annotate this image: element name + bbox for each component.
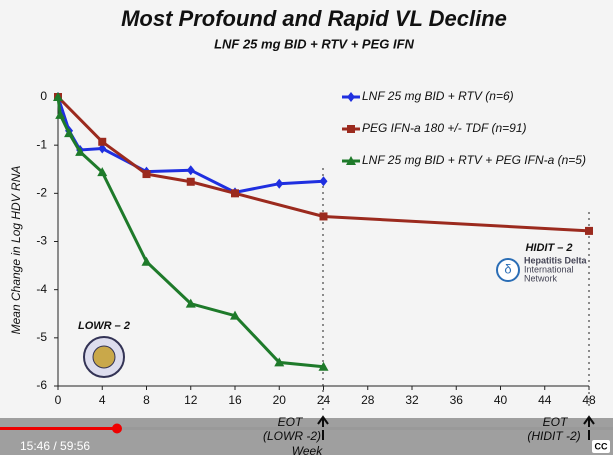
annotation: HIDIT – 2	[525, 242, 572, 254]
x-tick-label: 0	[55, 393, 62, 407]
x-tick-label: 44	[538, 393, 552, 407]
progress-handle[interactable]	[112, 423, 122, 434]
chart-subtitle: LNF 25 mg BID + RTV + PEG IFN	[214, 36, 414, 51]
logo-glyph: δ	[504, 261, 511, 276]
point	[230, 310, 240, 320]
annotation: (LOWR -2)	[263, 429, 321, 443]
point	[585, 226, 593, 235]
point	[319, 176, 328, 187]
x-tick-label: 36	[450, 393, 464, 407]
point	[346, 156, 356, 165]
annotation: EOT	[543, 415, 569, 429]
x-tick-label: 40	[494, 393, 508, 407]
cc-label[interactable]: CC	[595, 441, 608, 451]
y-tick-label: -6	[36, 378, 47, 392]
point	[347, 92, 355, 102]
series-line	[56, 96, 324, 369]
player-bar	[0, 418, 613, 455]
point	[318, 361, 329, 371]
time-display: 15:46 / 59:56	[20, 439, 90, 453]
point	[319, 212, 328, 221]
point	[55, 109, 66, 119]
y-tick-label: -4	[36, 282, 47, 296]
logo	[496, 258, 520, 282]
point	[347, 125, 355, 133]
x-tick-label: 48	[582, 393, 596, 407]
y-axis-label: Mean Change in Log HDV RNA	[9, 166, 23, 335]
point	[231, 189, 239, 198]
legend-label: LNF 25 mg BID + RTV + PEG IFN-a (n=5)	[362, 153, 586, 167]
point	[98, 143, 107, 154]
cc-button[interactable]	[592, 440, 610, 453]
annotation: Network	[524, 273, 558, 283]
point	[186, 165, 195, 176]
x-tick-label: 4	[99, 393, 106, 407]
x-tick-label: 32	[405, 393, 419, 407]
point	[98, 137, 107, 146]
y-tick-label: -3	[36, 234, 47, 248]
y-tick-label: -1	[36, 137, 47, 151]
x-tick-label: 8	[143, 393, 150, 407]
progress-played[interactable]	[0, 427, 117, 430]
point	[185, 298, 196, 308]
point	[97, 167, 108, 177]
point	[53, 92, 63, 101]
point	[142, 170, 151, 179]
point	[141, 256, 152, 266]
y-tick-label: 0	[40, 89, 47, 103]
x-tick-label: 12	[184, 393, 198, 407]
chart-title: Most Profound and Rapid VL Decline	[121, 6, 507, 31]
x-axis-label: Week	[292, 444, 323, 455]
annotation: Hepatitis Delta	[524, 255, 588, 265]
point	[64, 128, 75, 138]
x-tick-label: 20	[273, 393, 287, 407]
x-tick-label: 24	[317, 393, 331, 407]
progress-track[interactable]	[0, 427, 613, 430]
point	[75, 146, 86, 156]
annotation: LOWR – 2	[78, 320, 130, 332]
annotation: International	[524, 264, 574, 274]
point	[274, 357, 285, 367]
point	[275, 178, 284, 189]
x-tick-label: 16	[228, 393, 242, 407]
y-tick-label: -2	[36, 186, 47, 200]
point	[186, 177, 195, 186]
annotation: (HIDIT -2)	[527, 429, 580, 443]
annotation: EOT	[278, 415, 304, 429]
legend-label: PEG IFN-a 180 +/- TDF (n=91)	[362, 121, 527, 135]
y-tick-label: -5	[36, 330, 47, 344]
x-tick-label: 28	[361, 393, 375, 407]
logo	[92, 345, 116, 369]
legend-label: LNF 25 mg BID + RTV (n=6)	[362, 89, 514, 103]
